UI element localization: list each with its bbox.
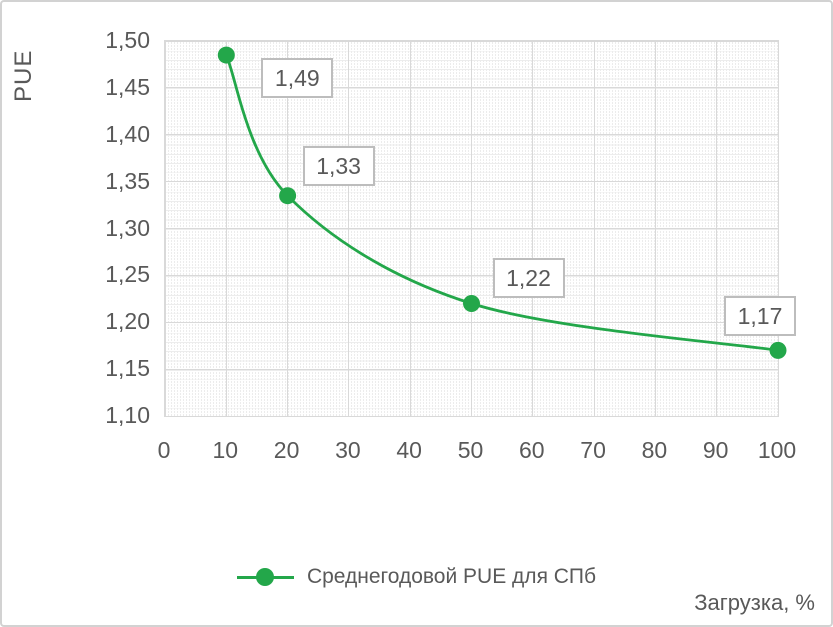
x-tick-label: 80 bbox=[641, 437, 668, 463]
y-tick-label: 1,50 bbox=[105, 27, 150, 53]
series-svg bbox=[217, 46, 787, 359]
data-point-label: 1,33 bbox=[302, 145, 375, 186]
major-gridline-horizontal bbox=[165, 368, 778, 370]
x-tick-label: 100 bbox=[757, 437, 797, 463]
data-point-label: 1,17 bbox=[724, 296, 796, 337]
y-tick-label: 1,30 bbox=[105, 214, 150, 241]
major-gridline-horizontal bbox=[165, 181, 778, 183]
major-gridline-horizontal bbox=[165, 274, 778, 276]
y-tick-label: 1,25 bbox=[105, 261, 150, 288]
y-tick-label: 1,40 bbox=[105, 120, 150, 147]
data-point-label: 1,49 bbox=[261, 58, 334, 99]
x-tick-label: 90 bbox=[702, 437, 729, 463]
data-point-marker bbox=[769, 341, 787, 359]
y-tick-label: 1,45 bbox=[105, 73, 150, 100]
major-gridline-horizontal bbox=[165, 87, 778, 89]
legend: Среднегодовой PUE для СПб bbox=[2, 565, 831, 589]
legend-dot-icon bbox=[255, 568, 274, 586]
x-tick-label: 30 bbox=[335, 437, 361, 463]
x-tick-label: 0 bbox=[157, 437, 171, 463]
y-tick-label: 1,10 bbox=[105, 402, 150, 428]
data-point-marker bbox=[463, 295, 480, 312]
x-tick-label: 50 bbox=[457, 437, 484, 463]
x-tick-label: 10 bbox=[212, 437, 239, 463]
line-series bbox=[224, 53, 780, 352]
y-axis-title: PUE bbox=[10, 49, 37, 103]
x-tick-label: 40 bbox=[396, 437, 422, 463]
y-tick-label: 1,35 bbox=[105, 167, 150, 194]
legend-series-marker-icon bbox=[236, 568, 294, 586]
major-gridline-horizontal bbox=[165, 321, 778, 323]
legend-series-label: Среднегодовой PUE для СПб bbox=[306, 565, 597, 588]
data-point-marker bbox=[217, 46, 235, 64]
x-tick-label: 60 bbox=[519, 437, 545, 463]
major-gridline-horizontal bbox=[165, 134, 778, 136]
x-axis-title: Загрузка, % bbox=[694, 590, 815, 615]
major-gridline-horizontal bbox=[165, 228, 778, 229]
y-tick-label: 1,15 bbox=[105, 355, 150, 382]
major-gridline-vertical bbox=[777, 41, 779, 416]
major-gridline-horizontal bbox=[165, 415, 778, 417]
x-tick-label: 70 bbox=[580, 437, 606, 463]
data-point-label: 1,22 bbox=[492, 257, 565, 298]
y-tick-label: 1,20 bbox=[105, 308, 150, 335]
major-gridline-horizontal bbox=[165, 40, 778, 42]
x-tick-label: 20 bbox=[273, 437, 300, 463]
plot-area: 1,49 1,33 1,22 1,17 bbox=[164, 40, 796, 417]
data-point-marker bbox=[279, 187, 297, 205]
